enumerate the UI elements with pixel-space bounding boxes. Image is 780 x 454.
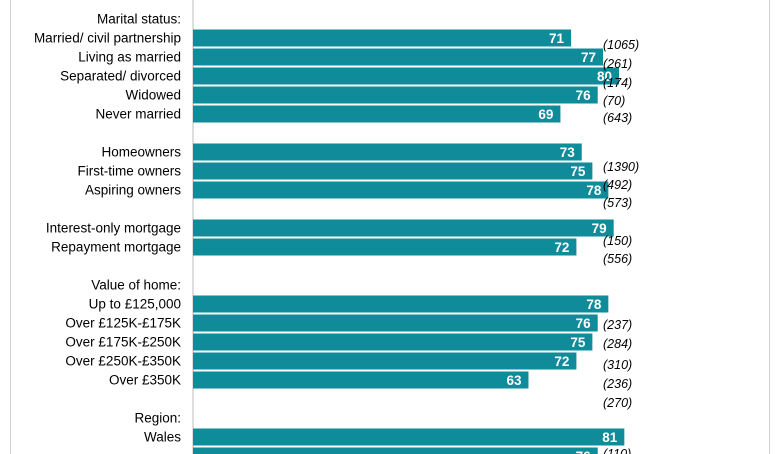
bar-value-label: 72 xyxy=(554,240,569,255)
bar-value-label: 72 xyxy=(554,354,569,369)
bar xyxy=(193,428,625,446)
bar xyxy=(193,162,593,180)
group-heading: Region: xyxy=(134,411,181,426)
sample-size-label: (1390) xyxy=(603,160,639,174)
bar-value-label: 78 xyxy=(586,183,602,198)
bar xyxy=(193,352,577,370)
bar-value-label: 75 xyxy=(570,335,586,350)
bar xyxy=(193,143,582,161)
sample-size-label: (261) xyxy=(603,57,632,71)
category-label: Over £350K xyxy=(109,373,181,388)
sample-size-label: (150) xyxy=(603,234,632,248)
category-label: Wales xyxy=(144,430,181,445)
category-label: Repayment mortgage xyxy=(51,240,181,255)
sample-size-label: (284) xyxy=(603,337,632,351)
group-heading: Marital status: xyxy=(97,12,181,27)
bar-value-label: 76 xyxy=(576,449,592,454)
bar-value-label: 63 xyxy=(506,373,522,388)
sample-size-label: (556) xyxy=(603,252,632,266)
sample-size-label: (236) xyxy=(603,377,632,391)
bar xyxy=(193,314,598,332)
category-label: Separated/ divorced xyxy=(60,69,181,84)
sample-size-label: (1065) xyxy=(603,38,639,52)
sample-size-label: (110) xyxy=(603,447,631,454)
bar xyxy=(193,67,619,85)
sample-size-label: (237) xyxy=(603,318,632,332)
bar-value-label: 77 xyxy=(581,50,596,65)
bar xyxy=(193,48,604,66)
category-label: Living as married xyxy=(78,50,181,65)
category-label: Widowed xyxy=(125,88,181,103)
category-label: Over £175K-£250K xyxy=(65,335,181,350)
bar-value-label: 78 xyxy=(586,297,602,312)
bar-value-label: 73 xyxy=(560,145,576,160)
category-label: Over £250K-£350K xyxy=(65,354,181,369)
sample-size-label: (270) xyxy=(603,396,632,410)
sample-size-label: (174) xyxy=(603,76,632,90)
bar xyxy=(193,181,609,199)
category-label: Aspiring owners xyxy=(85,183,181,198)
sample-size-label: (573) xyxy=(603,196,632,210)
bar xyxy=(193,86,598,104)
bar-value-label: 69 xyxy=(538,107,553,122)
bar-value-label: 76 xyxy=(576,316,592,331)
bar-value-label: 76 xyxy=(576,88,592,103)
bar-value-label: 71 xyxy=(549,31,565,46)
sample-size-label: (643) xyxy=(603,111,632,125)
category-label: Never married xyxy=(95,107,181,122)
bar xyxy=(193,333,593,351)
bar xyxy=(193,219,614,237)
category-label: Over £125K-£175K xyxy=(65,316,181,331)
bar xyxy=(193,371,529,389)
chart-frame xyxy=(10,0,770,454)
bar-value-label: 75 xyxy=(570,164,586,179)
category-label: Homeowners xyxy=(101,145,181,160)
category-label: Interest-only mortgage xyxy=(46,221,181,236)
bar xyxy=(193,29,572,47)
category-label: Married/ civil partnership xyxy=(34,31,181,46)
bar xyxy=(193,238,577,256)
group-heading: Value of home: xyxy=(91,278,181,293)
sample-size-label: (310) xyxy=(603,358,632,372)
bar-value-label: 81 xyxy=(602,430,618,445)
category-label: Up to £125,000 xyxy=(89,297,181,312)
bar-value-label: 79 xyxy=(592,221,607,236)
bar xyxy=(193,447,598,454)
bar xyxy=(193,105,561,123)
sample-size-label: (70) xyxy=(603,94,625,108)
bar xyxy=(193,295,609,313)
sample-size-label: (492) xyxy=(603,178,632,192)
category-label: First-time owners xyxy=(77,164,181,179)
bar-value-label: 80 xyxy=(597,69,612,84)
